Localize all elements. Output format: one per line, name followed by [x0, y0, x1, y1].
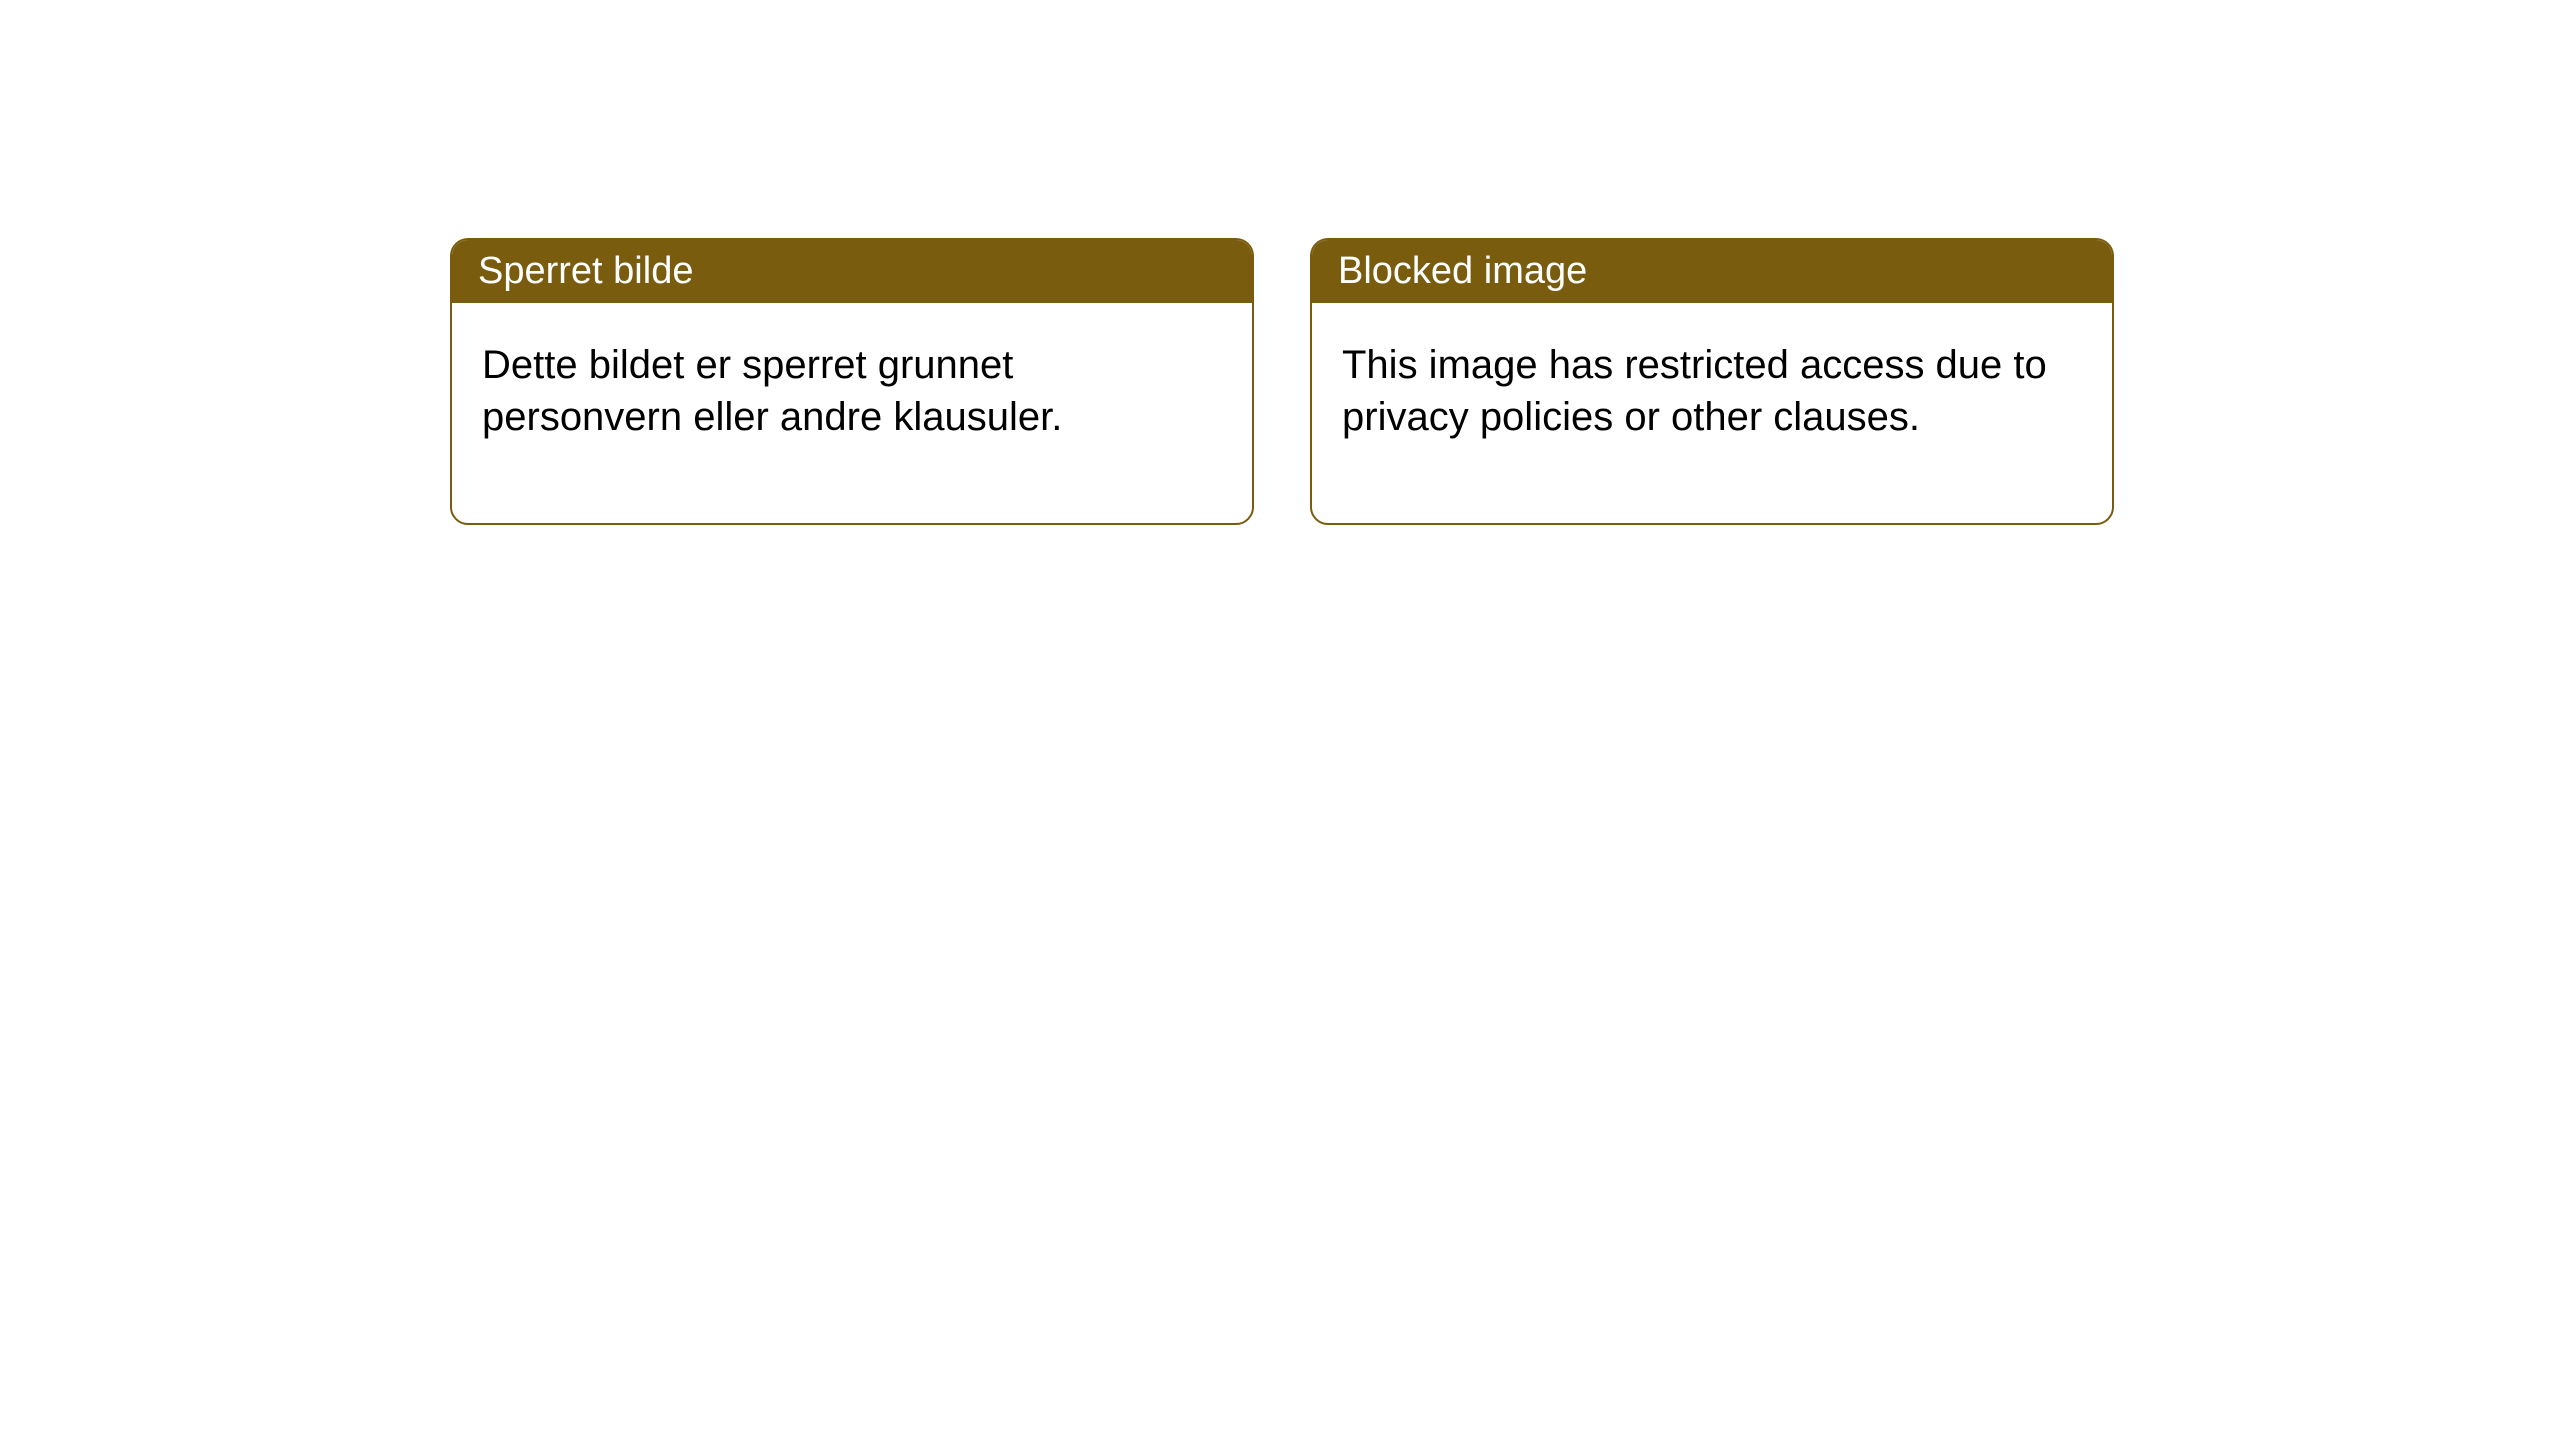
notice-body: This image has restricted access due to … [1312, 303, 2112, 523]
notice-title: Sperret bilde [478, 250, 693, 292]
notice-header: Blocked image [1312, 240, 2112, 303]
notice-header: Sperret bilde [452, 240, 1252, 303]
notice-body: Dette bildet er sperret grunnet personve… [452, 303, 1252, 523]
notice-text: This image has restricted access due to … [1342, 343, 2047, 439]
notice-card-english: Blocked image This image has restricted … [1310, 238, 2114, 525]
notice-card-norwegian: Sperret bilde Dette bildet er sperret gr… [450, 238, 1254, 525]
notice-container: Sperret bilde Dette bildet er sperret gr… [450, 238, 2114, 525]
notice-text: Dette bildet er sperret grunnet personve… [482, 343, 1062, 439]
notice-title: Blocked image [1338, 250, 1587, 292]
